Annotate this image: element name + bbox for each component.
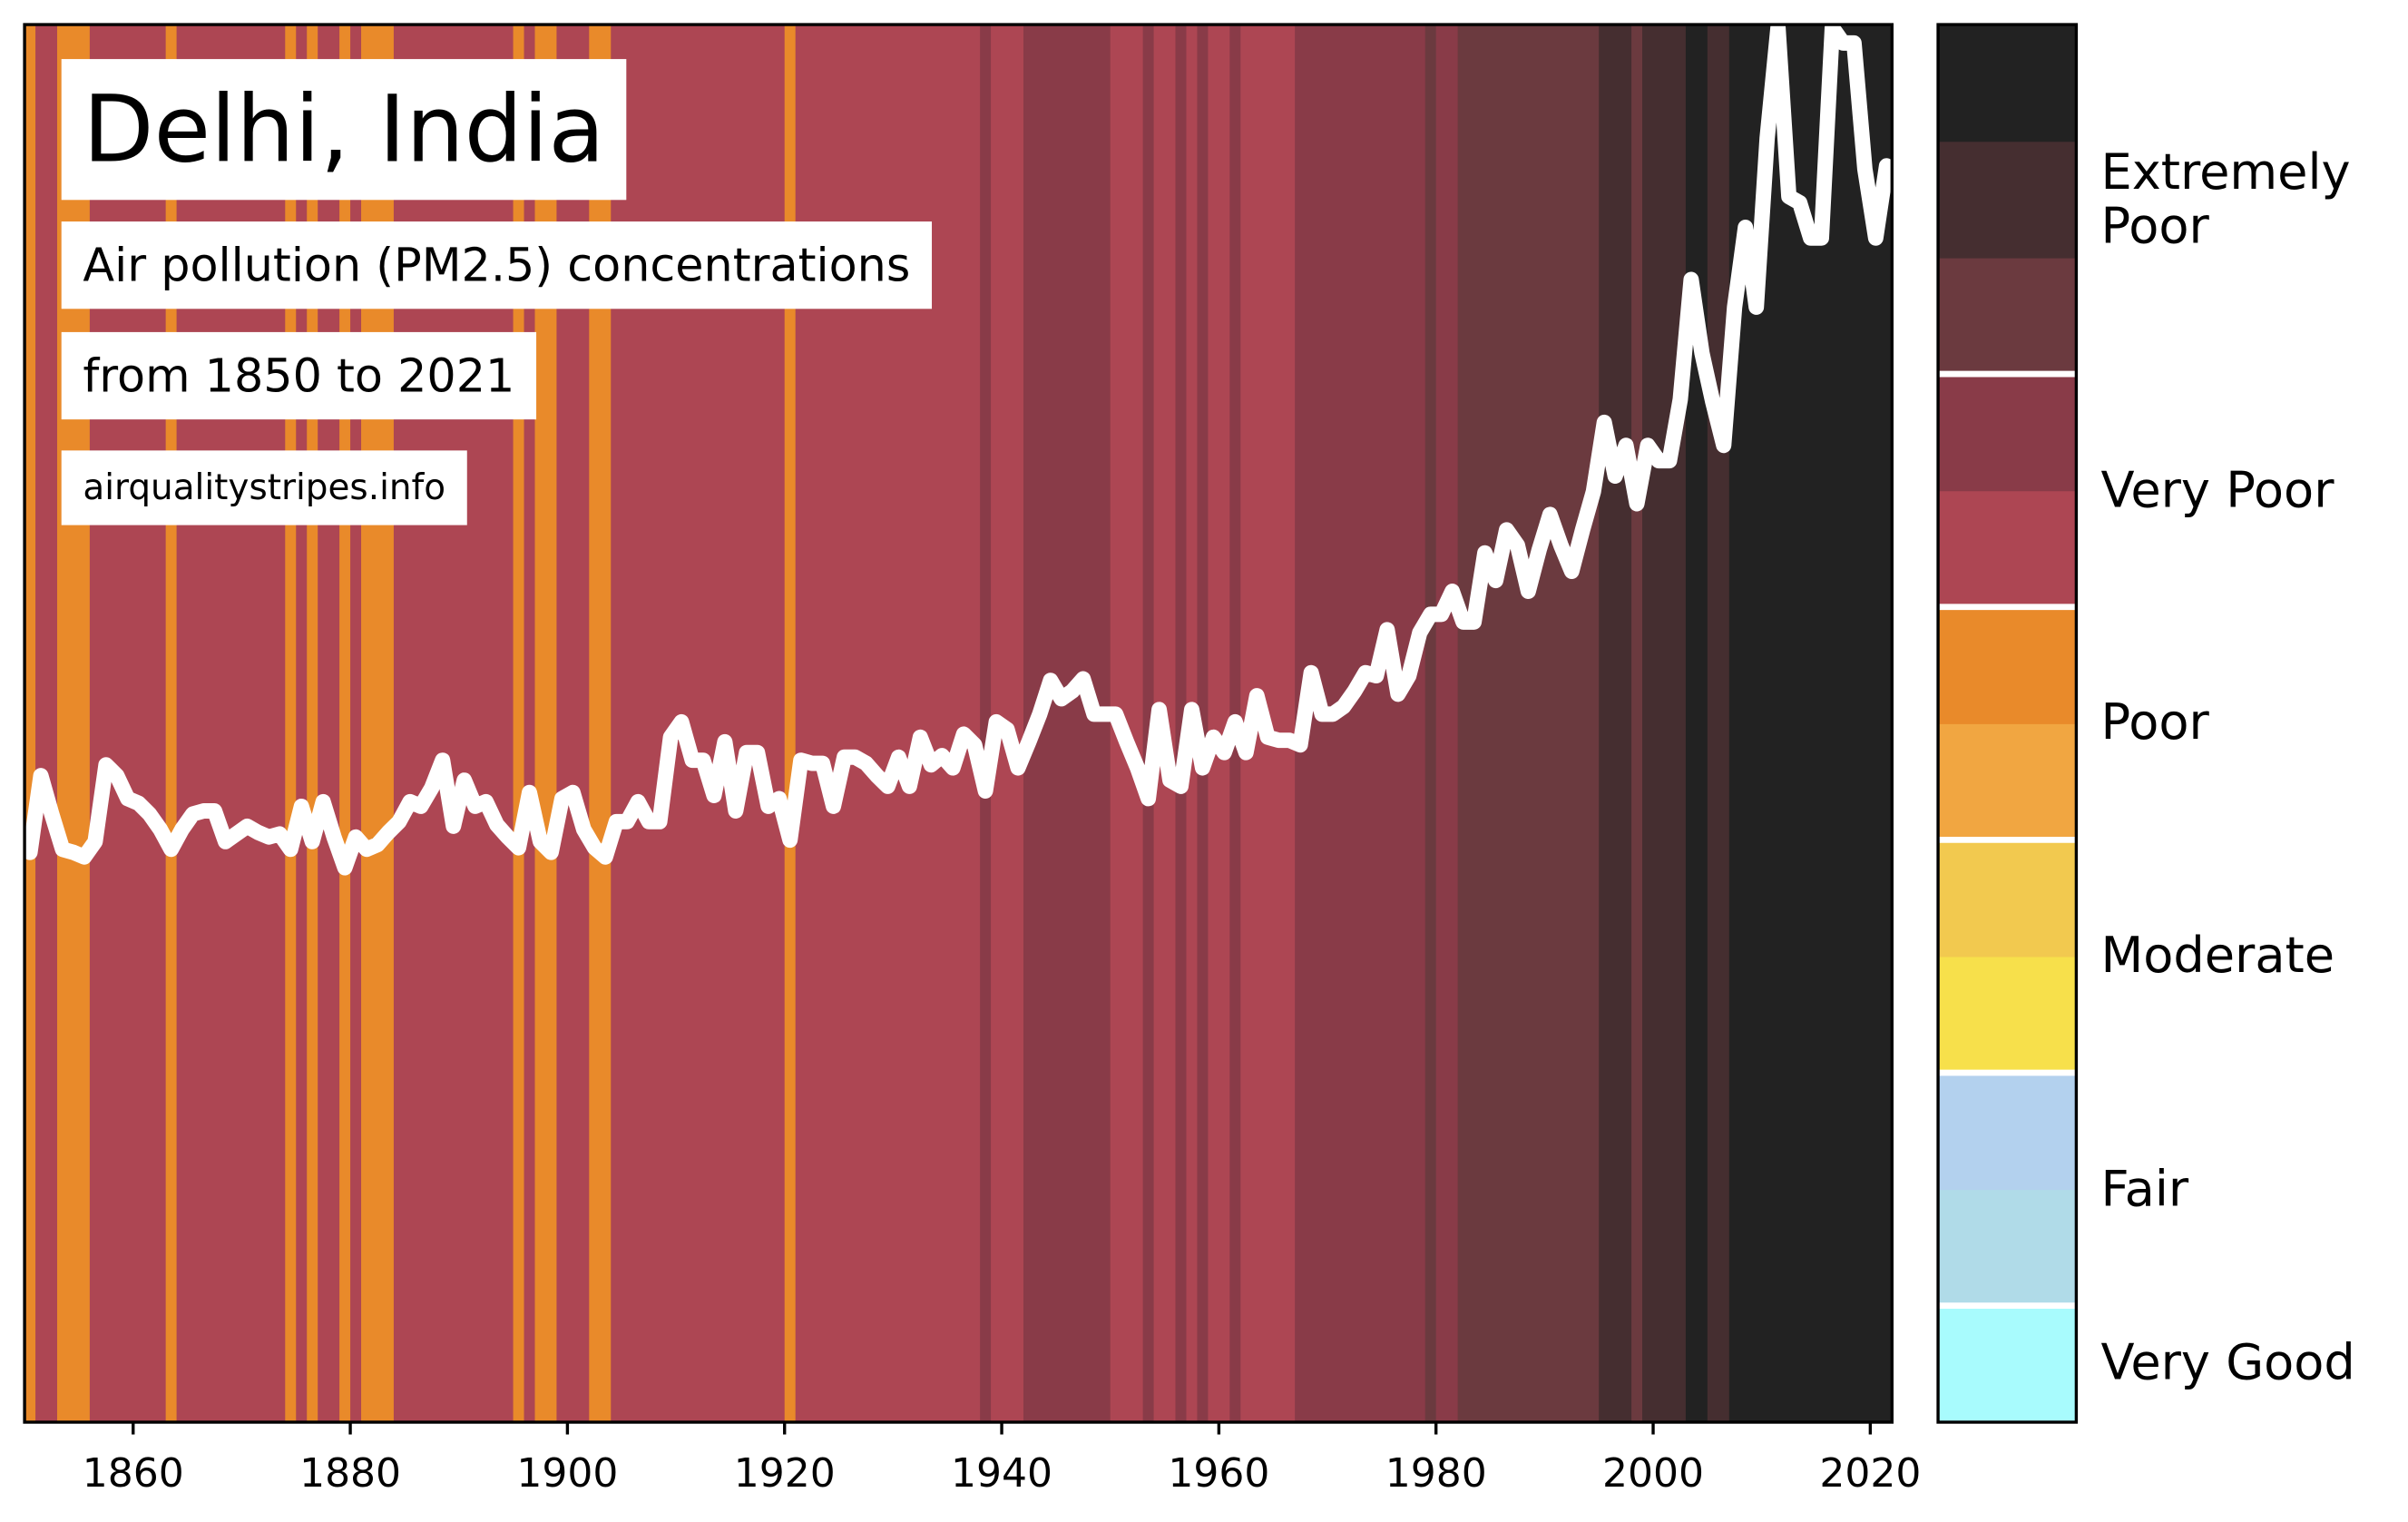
- x-tick-label: 1880: [299, 1450, 401, 1497]
- colorbar-swatch: [1938, 374, 2077, 492]
- colorbar: Very Good Fair Moderate Poor Very Poor Extrem…: [1938, 25, 2355, 1423]
- subtitle: Air pollution (PM2.5) concentrations: [83, 239, 910, 292]
- stripe: [1631, 25, 1643, 1423]
- source-label: airqualitystripes.info: [83, 467, 445, 508]
- x-tick-label: 1960: [1168, 1450, 1269, 1497]
- stripe: [1457, 25, 1600, 1423]
- x-tick-label: 1940: [951, 1450, 1052, 1497]
- colorbar-label-box: Very Good: [2100, 1333, 2355, 1392]
- colorbar-label: Fair: [2100, 1159, 2189, 1218]
- chart-title-box: [61, 59, 627, 201]
- colorbar-swatch: [1938, 1073, 2077, 1191]
- line-layer: [24, 25, 1893, 876]
- x-tick-label: 2020: [1819, 1450, 1921, 1497]
- colorbar-label: Poor: [2100, 692, 2209, 752]
- colorbar-label-box: Poor: [2100, 692, 2209, 752]
- stripe: [1599, 25, 1632, 1423]
- colorbar-swatch: [1938, 25, 2077, 142]
- period-label-box: [61, 331, 537, 420]
- stripe: [35, 25, 58, 1423]
- colorbar-swatch: [1938, 956, 2077, 1074]
- subtitle-box: [61, 221, 933, 309]
- x-axis: 1860 1880 1900 1920 1940 1960 1980 2000 2020: [83, 1422, 1921, 1497]
- colorbar-swatch: [1938, 606, 2077, 724]
- colorbar-swatch: [1938, 1305, 2077, 1423]
- stripe: [1642, 25, 1687, 1423]
- colorbar-label-box: Fair: [2100, 1159, 2189, 1218]
- colorbar-label: Moderate: [2100, 926, 2335, 985]
- stripe: [1175, 25, 1188, 1423]
- x-tick-label: 1980: [1385, 1450, 1487, 1497]
- stripe: [1685, 25, 1708, 1423]
- colorbar-swatch: [1938, 840, 2077, 957]
- stripe: [1424, 25, 1437, 1423]
- stripe: [1197, 25, 1209, 1423]
- stripe: [1295, 25, 1426, 1423]
- colorbar-swatch: [1938, 1189, 2077, 1307]
- stripe: [24, 25, 36, 1423]
- colorbar-swatch: [1938, 257, 2077, 375]
- colorbar-label: Extremely Poor: [2100, 142, 2351, 255]
- stripe: [980, 25, 992, 1423]
- colorbar-label: Very Poor: [2100, 460, 2335, 519]
- plot-frame: [23, 23, 1894, 1424]
- stripe: [1707, 25, 1730, 1423]
- x-tick-label: 1900: [516, 1450, 618, 1497]
- x-tick-label: 1920: [734, 1450, 836, 1497]
- source-label-box: [61, 450, 467, 525]
- stripe: [784, 25, 797, 1423]
- pollution-line: [24, 25, 1893, 876]
- colorbar-label-box: Moderate: [2100, 926, 2335, 985]
- colorbar-label: Very Good: [2100, 1333, 2355, 1392]
- chart-title: Delhi, India: [83, 76, 604, 183]
- labels: Delhi, India Air pollution (PM2.5) concen…: [61, 59, 933, 525]
- colorbar-label-box: Very Poor: [2100, 460, 2335, 519]
- stripe: [1435, 25, 1459, 1423]
- colorbar-frame: [1936, 23, 2079, 1424]
- colorbar-swatch: [1938, 141, 2077, 259]
- x-tick-label: 1860: [83, 1450, 184, 1497]
- colorbar-swatch: [1938, 723, 2077, 841]
- stripe: [1142, 25, 1155, 1423]
- colorbar-label-box: Extremely Poor: [2100, 142, 2351, 255]
- period-label: from 1850 to 2021: [83, 349, 514, 403]
- colorbar-swatch: [1938, 490, 2077, 608]
- x-tick-label: 2000: [1602, 1450, 1704, 1497]
